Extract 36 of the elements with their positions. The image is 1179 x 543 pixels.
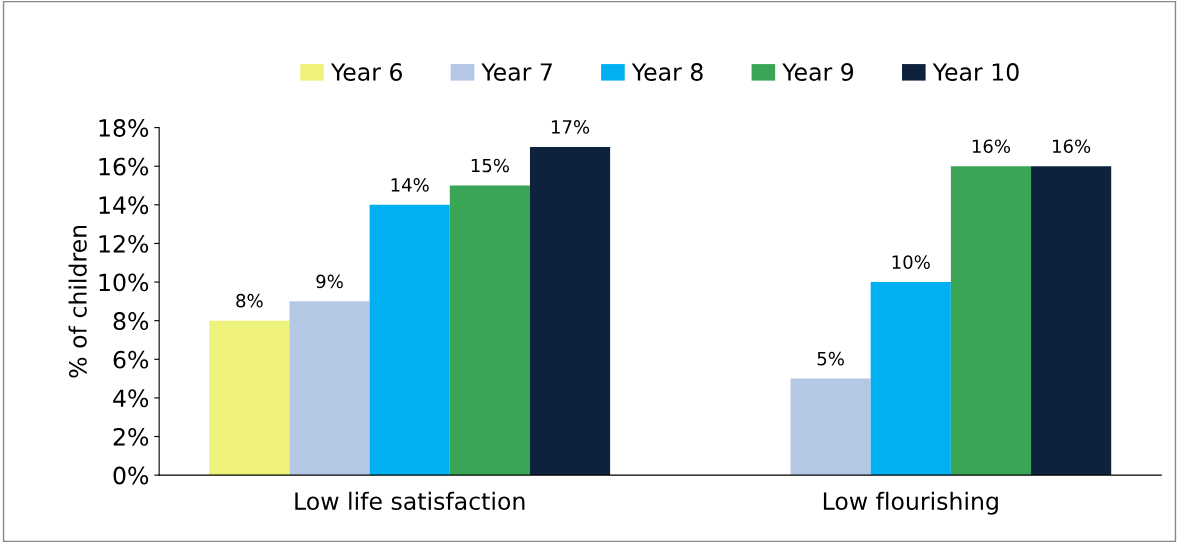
data-label: 9% [316,274,343,289]
data-label: 16% [972,139,1011,154]
y-tick-label: 14% [99,196,149,215]
data-label: 16% [1053,139,1091,154]
y-tick-label: 2% [113,427,149,446]
bar [1031,166,1112,476]
x-tick-label: Low life satisfaction [295,491,525,511]
y-tick-label: 8% [113,312,149,330]
bar [369,204,450,476]
data-label: 5% [817,351,844,366]
bar [870,282,951,476]
y-tick-label: 4% [113,389,149,408]
bar [209,320,290,476]
data-label: 17% [551,120,590,134]
legend-label: Year 8 [631,63,703,81]
data-label: 15% [471,158,509,173]
y-tick-label: 16% [99,157,149,176]
bar [449,185,530,476]
y-tick-label: 10% [99,273,149,292]
y-tick-label: 18% [99,119,149,137]
legend-label: Year 9 [782,63,854,81]
y-tick-label: 0% [113,466,149,485]
legend-label: Year 7 [481,63,552,81]
bar [790,378,871,476]
legend-label: Year 6 [330,63,402,81]
data-label: 14% [391,178,429,192]
legend-label: Year 10 [932,63,1019,81]
data-label: 8% [236,293,263,308]
bar [289,301,370,476]
y-tick-label: 6% [113,350,149,369]
y-axis-title: % of children [68,225,87,378]
bar [529,146,611,476]
y-tick-label: 12% [99,234,149,253]
x-tick-label: Low flourishing [823,491,998,515]
data-label: 10% [892,255,930,269]
bar [950,166,1032,476]
